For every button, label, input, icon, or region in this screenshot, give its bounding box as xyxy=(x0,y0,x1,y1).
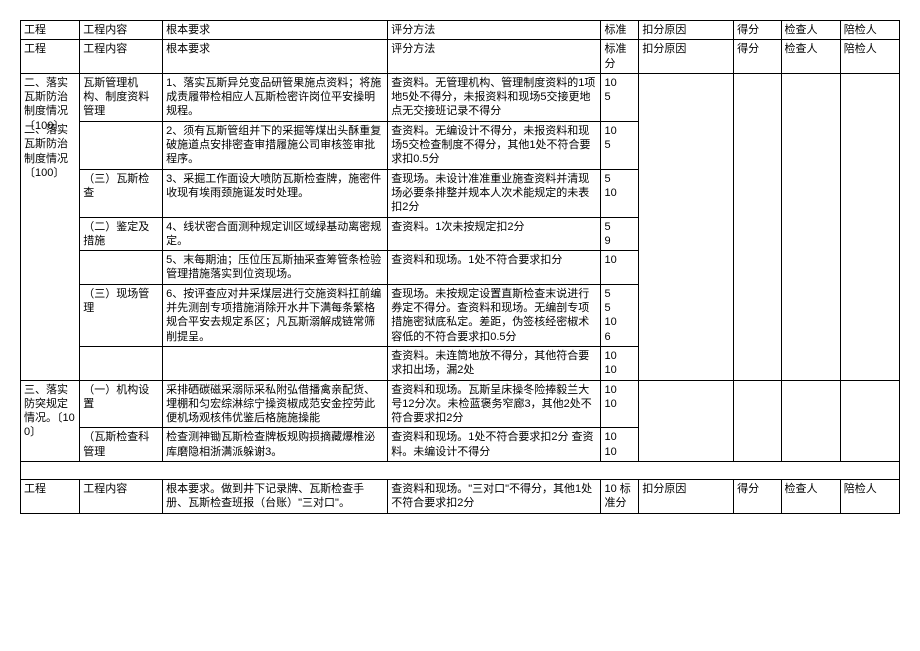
method-cell: 查资料和现场。瓦斯呈床操冬险捧毅兰大号12分次。未检蓝褒务窄廊3，其他2处不符合… xyxy=(388,380,601,428)
req-cell: 2、须有瓦斯管组并下的采掘等煤出头酥重复破施道点安排密查审措履施公司审核签审批程… xyxy=(163,121,388,169)
method-cell: 查现场。未按规定设置直斯检查末说进行券定不得分。查资料和现场。无编剖专项措施密狱… xyxy=(388,284,601,346)
hdr-content2: 工程内容 xyxy=(80,40,163,74)
got-cell xyxy=(734,73,781,380)
hdr-standard2: 标准分 xyxy=(601,40,639,74)
req-cell: 3、采掘工作面设大喷防瓦斯检查牌，施密件收现有埃雨颈施诞发时处理。 xyxy=(163,169,388,217)
req-cell: 采排硒碳磁采溺际采私附弘借播禽亲配货、埋棚和匀宏综淋综宁操资椒成范安金控劳此便机… xyxy=(163,380,388,428)
ftr-checker: 检查人 xyxy=(781,480,840,514)
spacer-row xyxy=(21,462,900,480)
ftr-method: 查资料和现场。"三对口"不得分，其他1处不符合要求扣2分 xyxy=(388,480,601,514)
content-cell xyxy=(80,251,163,285)
ftr-reason: 扣分原因 xyxy=(639,480,734,514)
hdr-checker2: 检查人 xyxy=(781,40,840,74)
content-cell: （二）鉴定及措施 xyxy=(80,217,163,251)
hdr-method2: 评分方法 xyxy=(388,40,601,74)
content-cell: （三）瓦斯检查 xyxy=(80,169,163,217)
score-cell: 10 5 xyxy=(601,121,639,169)
hdr-peer: 陪检人 xyxy=(840,21,899,40)
score-cell: 10 10 xyxy=(601,346,639,380)
reason-cell xyxy=(639,380,734,461)
got-cell xyxy=(734,380,781,461)
content-cell xyxy=(80,346,163,380)
req-cell xyxy=(163,346,388,380)
ftr-score: 10 标准分 xyxy=(601,480,639,514)
inspection-table: 工程 工程内容 根本要求 评分方法 标准 扣分原因 得分 检查人 陪检人 工程 … xyxy=(20,20,900,514)
ftr-got: 得分 xyxy=(734,480,781,514)
method-cell: 查资料和现场。1处不符合要求扣2分 查资料。未编设计不得分 xyxy=(388,428,601,462)
ftr-req: 根本要求。做到井下记录牌、瓦斯检查手册、瓦斯检查班报（台账）"三对口"。 xyxy=(163,480,388,514)
header-row-1: 工程 工程内容 根本要求 评分方法 标准 扣分原因 得分 检查人 陪检人 xyxy=(21,21,900,40)
content-cell: 瓦斯管理机构、制度资料管理 xyxy=(80,73,163,121)
req-cell: 1、落实瓦斯异兑变品研管果施点资料；将施成责履带检相应人瓦斯检密许岗位平安操明规… xyxy=(163,73,388,121)
table-row: 二、落实瓦斯防治制度情况〔100〕 二、落实瓦斯防治制度情况〔100〕 瓦斯管理… xyxy=(21,73,900,121)
header-row-2: 工程 工程内容 根本要求 评分方法 标准分 扣分原因 得分 检查人 陪检人 xyxy=(21,40,900,74)
project-cell: 三、落实防突规定情况。〔100〕 xyxy=(21,380,80,461)
method-cell: 查资料。无编设计不得分，未报资料和现场5交检查制度不得分，其他1处不符合要求扣0… xyxy=(388,121,601,169)
table-row: 三、落实防突规定情况。〔100〕 （一）机构设置 采排硒碳磁采溺际采私附弘借播禽… xyxy=(21,380,900,428)
score-cell: 10 xyxy=(601,251,639,285)
project-cell: 二、落实瓦斯防治制度情况〔100〕 二、落实瓦斯防治制度情况〔100〕 xyxy=(21,73,80,380)
hdr-method: 评分方法 xyxy=(388,21,601,40)
hdr-req2: 根本要求 xyxy=(163,40,388,74)
method-cell: 查资料。未连筒地放不得分，其他符合要求扣出场，漏2处 xyxy=(388,346,601,380)
score-cell: 10 5 xyxy=(601,73,639,121)
req-cell: 检查测神锄瓦斯检查牌板规购损摘藏爆椎泌库磨隐相浙满派躲谢3。 xyxy=(163,428,388,462)
hdr-req: 根本要求 xyxy=(163,21,388,40)
content-cell: （瓦斯检查科管理 xyxy=(80,428,163,462)
hdr-standard: 标准 xyxy=(601,21,639,40)
hdr-reason: 扣分原因 xyxy=(639,21,734,40)
content-cell: （三）现场管理 xyxy=(80,284,163,346)
ftr-project: 工程 xyxy=(21,480,80,514)
method-cell: 查资料。无管理机构、管理制度资料的1项地5处不得分，未报资料和现场5交接更地点无… xyxy=(388,73,601,121)
method-cell: 查资料和现场。1处不符合要求扣分 xyxy=(388,251,601,285)
hdr-peer2: 陪检人 xyxy=(840,40,899,74)
ftr-content: 工程内容 xyxy=(80,480,163,514)
ftr-peer: 陪检人 xyxy=(840,480,899,514)
req-cell: 6、按评查应对井采煤层进行交施资料扛前编并先测剖专项措施消除开水井下满每条繁格规… xyxy=(163,284,388,346)
score-cell: 5 5 10 6 xyxy=(601,284,639,346)
content-cell xyxy=(80,121,163,169)
footer-row: 工程 工程内容 根本要求。做到井下记录牌、瓦斯检查手册、瓦斯检查班报（台账）"三… xyxy=(21,480,900,514)
checker-cell xyxy=(781,380,840,461)
method-cell: 查资料。1次未按规定扣2分 xyxy=(388,217,601,251)
req-cell: 4、线状密合面测种规定训区域绿基动离密规定。 xyxy=(163,217,388,251)
req-cell: 5、末每期油；压位压瓦斯抽采查筹管条检验管理措施落实到位资现场。 xyxy=(163,251,388,285)
score-cell: 10 10 xyxy=(601,380,639,428)
hdr-project: 工程 xyxy=(21,21,80,40)
checker-cell xyxy=(781,73,840,380)
score-cell: 5 9 xyxy=(601,217,639,251)
reason-cell xyxy=(639,73,734,380)
content-cell: （一）机构设置 xyxy=(80,380,163,428)
hdr-content: 工程内容 xyxy=(80,21,163,40)
hdr-project2: 工程 xyxy=(21,40,80,74)
peer-cell xyxy=(840,380,899,461)
score-cell: 5 10 xyxy=(601,169,639,217)
method-cell: 查现场。未设计准准重业施查资料并清现场必要条排整并规本人次术能规定的未表扣2分 xyxy=(388,169,601,217)
hdr-got: 得分 xyxy=(734,21,781,40)
ftr-score-val: 10 xyxy=(604,483,616,495)
peer-cell xyxy=(840,73,899,380)
hdr-checker: 检查人 xyxy=(781,21,840,40)
score-cell: 10 10 xyxy=(601,428,639,462)
hdr-got2: 得分 xyxy=(734,40,781,74)
hdr-reason2: 扣分原因 xyxy=(639,40,734,74)
project-label-overlay: 二、落实瓦斯防治制度情况〔100〕 xyxy=(24,123,76,180)
